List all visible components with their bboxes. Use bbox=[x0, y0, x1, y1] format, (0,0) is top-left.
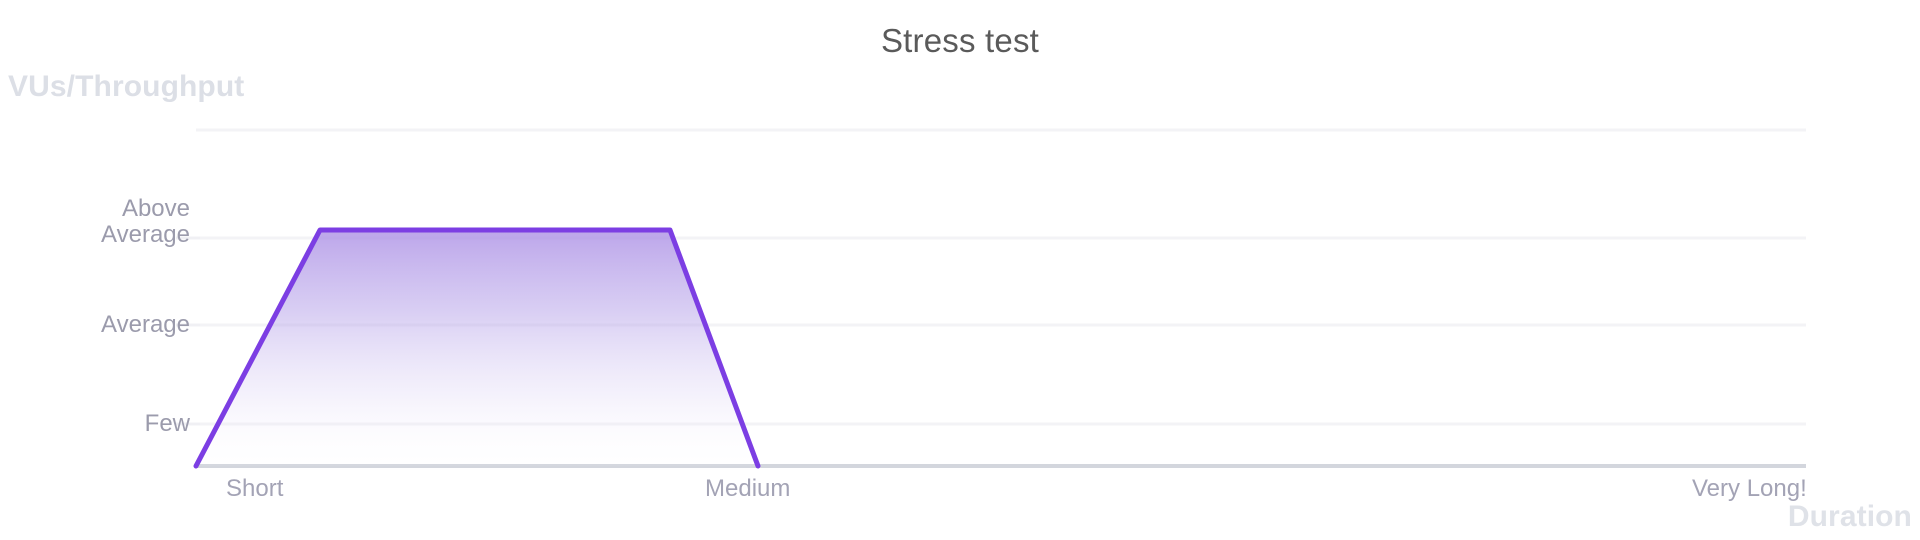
tick-connectors bbox=[176, 236, 200, 426]
y-tick-label-above-average: Above Average bbox=[101, 195, 190, 248]
y-axis-title: VUs/Throughput bbox=[8, 70, 245, 103]
y-tick-label-few: Few bbox=[144, 410, 190, 437]
x-axis-title: Duration bbox=[1787, 500, 1912, 533]
x-tick-label-medium: Medium bbox=[705, 475, 791, 502]
x-tick-label-very-long: Very Long! bbox=[1692, 475, 1807, 502]
series-line-stress-test bbox=[193, 227, 761, 469]
series-area-fill bbox=[196, 230, 758, 466]
y-tick-label-average: Average bbox=[101, 311, 190, 338]
x-tick-label-short: Short bbox=[226, 475, 284, 502]
chart-title: Stress test bbox=[880, 22, 1040, 59]
